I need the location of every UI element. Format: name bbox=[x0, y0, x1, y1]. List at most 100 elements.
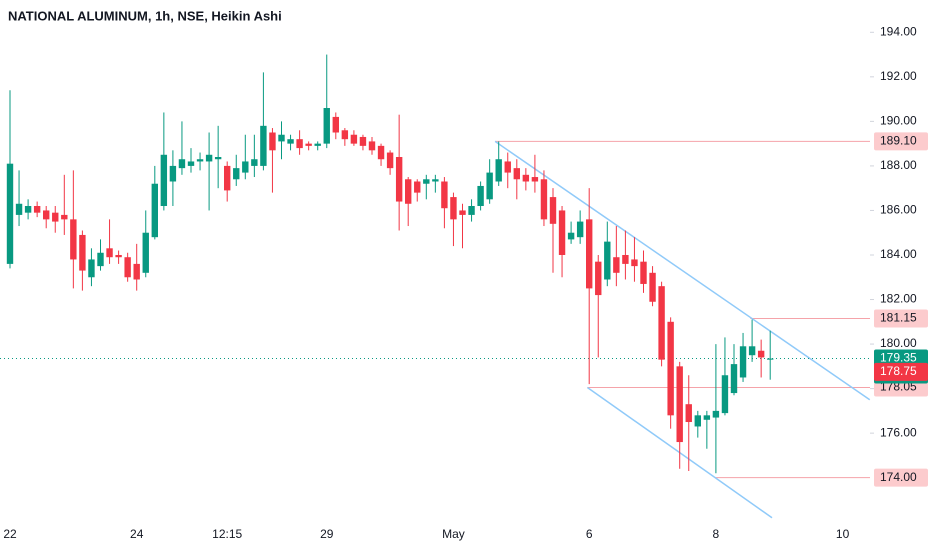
candle-body bbox=[33, 205, 41, 213]
candle-body bbox=[97, 252, 104, 267]
x-tick-label: 6 bbox=[586, 527, 593, 541]
level-label: 181.15 bbox=[880, 311, 917, 325]
candle-body bbox=[314, 143, 321, 146]
candle-body bbox=[242, 161, 249, 173]
y-tick-label: 194.00 bbox=[880, 24, 917, 38]
candle-body bbox=[24, 205, 32, 213]
candle-body bbox=[52, 212, 59, 222]
candle-body bbox=[441, 181, 448, 209]
candle-body bbox=[703, 415, 711, 420]
x-tick-label: May bbox=[442, 527, 465, 541]
x-tick-label: 22 bbox=[3, 527, 17, 541]
candle-body bbox=[757, 350, 765, 358]
marker-price-bg bbox=[874, 362, 928, 381]
candle-body bbox=[504, 161, 511, 173]
candle-body bbox=[739, 346, 747, 378]
candle-body bbox=[133, 263, 140, 280]
level-label-bg bbox=[874, 132, 928, 151]
candle-body bbox=[468, 205, 475, 215]
candle-body bbox=[685, 404, 692, 423]
candle-body bbox=[377, 145, 385, 160]
x-tick-label: 10 bbox=[836, 527, 850, 541]
candle-body bbox=[730, 364, 738, 394]
candle-body bbox=[522, 174, 530, 182]
candle-body bbox=[368, 141, 376, 151]
candle-body bbox=[6, 163, 14, 264]
candle-body bbox=[631, 259, 638, 267]
candle-body bbox=[350, 134, 358, 144]
y-tick-label: 192.00 bbox=[880, 69, 917, 83]
candle-body bbox=[115, 254, 122, 258]
y-tick-label: 180.00 bbox=[880, 336, 917, 350]
candle-body bbox=[233, 168, 240, 180]
candle-body bbox=[160, 154, 168, 206]
y-tick-label: 182.00 bbox=[880, 292, 917, 306]
candle-body bbox=[214, 157, 222, 160]
x-tick-label: 8 bbox=[713, 527, 720, 541]
candle-body bbox=[178, 159, 186, 169]
candle-body bbox=[305, 143, 312, 146]
candle-body bbox=[88, 259, 95, 278]
y-tick-label: 184.00 bbox=[880, 247, 917, 261]
candle-body bbox=[341, 130, 349, 140]
candle-body bbox=[287, 139, 294, 144]
candle-body bbox=[432, 179, 439, 182]
candle-body bbox=[486, 172, 493, 200]
candle-body bbox=[495, 159, 502, 182]
last-price-label: 179.35 bbox=[880, 351, 917, 365]
candle-body bbox=[414, 181, 421, 193]
candle-body bbox=[694, 415, 701, 427]
candle-body bbox=[61, 214, 68, 220]
candle-body bbox=[169, 165, 177, 182]
candle-body bbox=[151, 183, 158, 238]
candle-body bbox=[595, 261, 602, 296]
candle-body bbox=[359, 136, 367, 146]
candle-body bbox=[423, 179, 430, 184]
y-tick-label: 176.00 bbox=[880, 425, 917, 439]
candle-body bbox=[586, 219, 593, 289]
candle-body bbox=[124, 257, 131, 278]
candle-body bbox=[323, 108, 330, 144]
candle-body bbox=[106, 248, 113, 258]
y-tick-label: 188.00 bbox=[880, 158, 917, 172]
level-label-bg bbox=[874, 468, 928, 487]
candle-body bbox=[70, 219, 77, 260]
candle-body bbox=[658, 286, 665, 360]
channel-line bbox=[494, 140, 871, 401]
candle-body bbox=[604, 241, 611, 280]
candle-body bbox=[386, 152, 394, 169]
candle-body bbox=[513, 168, 520, 180]
candle-body bbox=[269, 132, 276, 151]
candle-body bbox=[260, 125, 267, 166]
candle-body bbox=[79, 234, 86, 271]
candle-body bbox=[251, 159, 258, 166]
level-label: 174.00 bbox=[880, 470, 917, 484]
chart-title: NATIONAL ALUMINUM, 1h, NSE, Heikin Ashi bbox=[8, 8, 282, 23]
level-label: 189.10 bbox=[880, 134, 917, 148]
level-label-bg bbox=[874, 309, 928, 328]
marker-price-label: 178.75 bbox=[880, 364, 917, 378]
candle-body bbox=[15, 203, 23, 215]
candle-body bbox=[767, 358, 774, 360]
candle-body bbox=[196, 159, 204, 162]
candle-body bbox=[640, 261, 647, 284]
candle-body bbox=[558, 210, 566, 255]
candle-body bbox=[540, 179, 548, 220]
candle-body bbox=[721, 375, 729, 414]
candle-body bbox=[477, 185, 484, 206]
candle-body bbox=[187, 161, 195, 166]
candle-body bbox=[296, 139, 303, 149]
candle-body bbox=[748, 346, 756, 356]
candle-body bbox=[43, 210, 50, 220]
candle-body bbox=[395, 157, 403, 202]
candle-body bbox=[676, 366, 683, 443]
candle-body bbox=[332, 116, 339, 133]
candle-body bbox=[649, 272, 656, 302]
candle-body bbox=[712, 410, 720, 418]
candle-body bbox=[224, 165, 231, 191]
candle-body bbox=[622, 254, 629, 264]
candle-body bbox=[667, 321, 674, 416]
y-tick-label: 186.00 bbox=[880, 203, 917, 217]
candle-body bbox=[549, 197, 557, 224]
candle-body bbox=[278, 134, 285, 142]
